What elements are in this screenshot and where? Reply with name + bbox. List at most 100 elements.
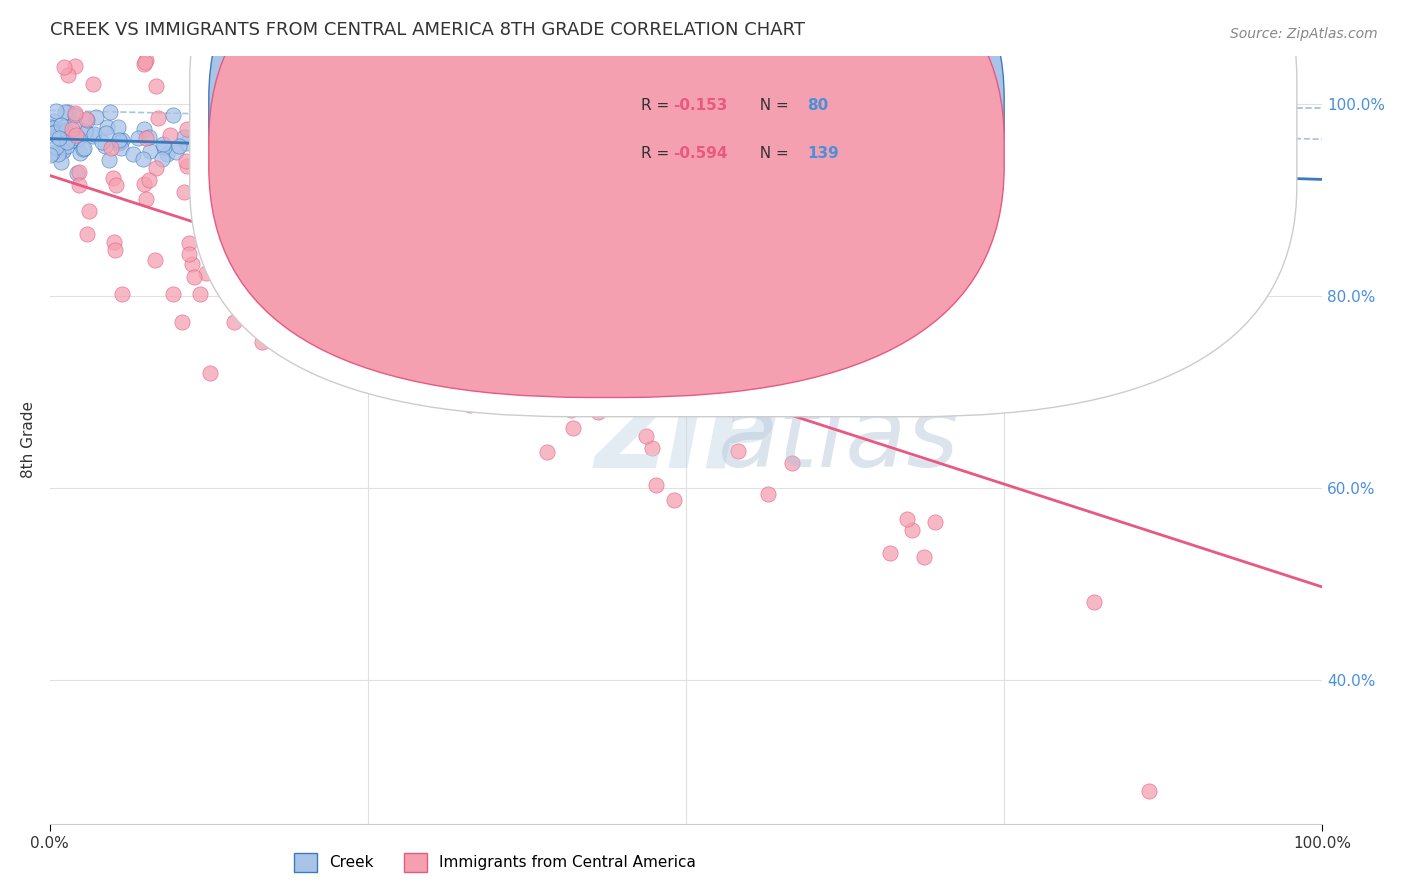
Point [356, 336, 378, 351]
Point [343, 350, 366, 364]
Point [183, 270, 205, 285]
Point [512, 357, 534, 371]
Point [482, 320, 505, 334]
Point [176, 121, 198, 136]
Point [152, 139, 174, 153]
Point [465, 337, 488, 351]
Point [96, 120, 118, 135]
Text: CREEK VS IMMIGRANTS FROM CENTRAL AMERICA 8TH GRADE CORRELATION CHART: CREEK VS IMMIGRANTS FROM CENTRAL AMERICA… [49, 21, 804, 39]
Point [132, 152, 155, 166]
Point [567, 318, 589, 333]
Point [250, 335, 273, 350]
Point [134, 54, 156, 69]
Point [67, 178, 90, 192]
Point [233, 112, 256, 127]
Point [498, 261, 520, 276]
Point [638, 401, 661, 415]
Point [45, 103, 67, 118]
Point [63, 59, 86, 73]
Point [58, 68, 80, 82]
Point [218, 212, 240, 227]
Point [63, 118, 86, 132]
Point [617, 312, 640, 326]
Point [288, 252, 311, 266]
Point [301, 296, 323, 310]
Point [194, 116, 217, 130]
Point [896, 512, 918, 526]
Point [276, 225, 298, 239]
Text: R =: R = [641, 146, 675, 161]
Point [39, 120, 62, 135]
Point [217, 161, 239, 176]
Point [56, 105, 79, 120]
Point [52, 145, 75, 159]
Point [138, 173, 160, 187]
Point [780, 456, 803, 470]
Point [67, 131, 90, 145]
Point [66, 134, 89, 148]
Point [405, 326, 427, 340]
Point [55, 135, 77, 149]
Point [600, 392, 623, 407]
Point [135, 130, 157, 145]
Point [69, 145, 91, 160]
Point [41, 146, 63, 161]
Point [561, 421, 583, 435]
Point [174, 136, 197, 150]
Point [443, 364, 465, 378]
Point [195, 266, 218, 280]
Point [72, 141, 94, 155]
Point [508, 277, 530, 292]
Text: Source: ZipAtlas.com: Source: ZipAtlas.com [1230, 27, 1378, 41]
Point [276, 126, 298, 140]
Point [132, 57, 155, 71]
Point [301, 133, 323, 147]
Point [560, 403, 582, 417]
Point [647, 238, 669, 252]
Point [225, 197, 247, 211]
Point [211, 145, 233, 160]
Point [328, 288, 350, 302]
Point [60, 122, 83, 136]
Point [430, 297, 453, 311]
Point [468, 351, 491, 366]
Point [181, 257, 204, 271]
Point [368, 169, 391, 184]
Point [177, 247, 200, 261]
Point [468, 366, 491, 380]
Point [52, 60, 75, 74]
Point [406, 307, 429, 321]
Point [152, 137, 174, 152]
Point [48, 131, 70, 145]
Point [353, 344, 375, 359]
Point [110, 141, 132, 155]
Point [104, 178, 127, 193]
Point [73, 124, 96, 138]
Point [215, 189, 238, 203]
Text: N =: N = [749, 98, 793, 113]
Point [55, 139, 77, 153]
Point [392, 318, 415, 332]
Point [423, 301, 446, 316]
Point [48, 127, 70, 141]
Point [305, 153, 328, 167]
Point [242, 196, 264, 211]
Point [42, 121, 65, 136]
Point [53, 128, 76, 142]
Point [271, 185, 294, 199]
Point [135, 192, 157, 206]
Point [307, 166, 329, 180]
Point [53, 104, 76, 119]
Point [367, 262, 389, 277]
Legend: Creek, Immigrants from Central America: Creek, Immigrants from Central America [288, 847, 703, 878]
Point [83, 127, 105, 141]
Point [527, 323, 550, 337]
Point [127, 131, 149, 145]
Point [924, 515, 946, 529]
Point [63, 106, 86, 120]
Point [103, 235, 125, 249]
Point [51, 155, 73, 169]
Point [145, 161, 167, 175]
Point [135, 53, 157, 67]
Point [55, 123, 77, 137]
